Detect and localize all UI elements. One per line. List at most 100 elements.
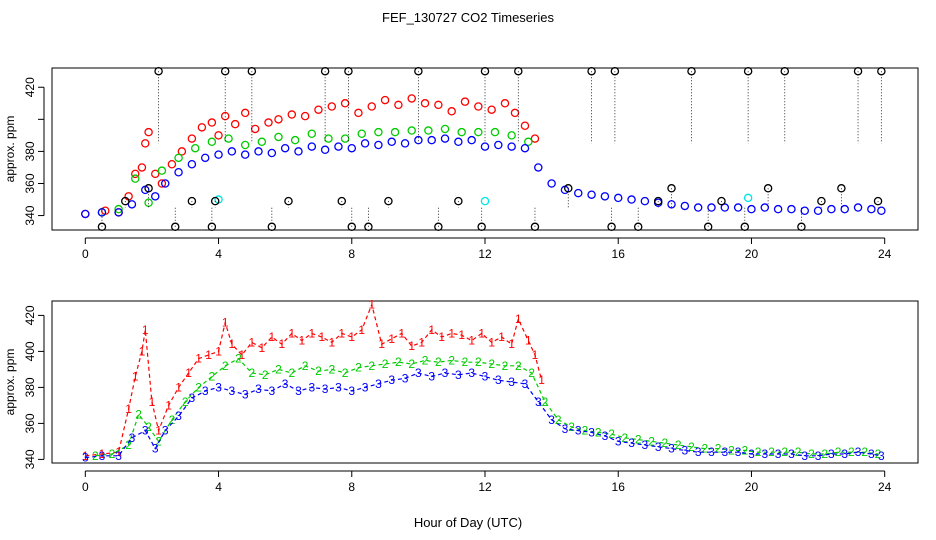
data-point-marker: 2 [555, 413, 562, 427]
data-point [474, 127, 483, 137]
data-point [151, 192, 160, 201]
x-tick-label: 4 [215, 480, 222, 494]
data-point [187, 196, 197, 206]
data-point [167, 159, 177, 169]
data-point-marker: 3 [801, 449, 808, 463]
data-point-marker: 3 [415, 366, 422, 380]
data-point-marker: 3 [735, 445, 742, 459]
data-point-marker: 3 [562, 422, 569, 436]
series-line [95, 357, 879, 457]
data-point [157, 166, 167, 175]
data-point-marker: 1 [448, 326, 455, 340]
data-point [254, 147, 263, 156]
data-point [264, 118, 273, 127]
data-point [320, 145, 330, 155]
data-point [174, 153, 183, 163]
data-point [773, 204, 783, 214]
data-point-marker: 2 [209, 370, 216, 384]
data-point [760, 203, 770, 212]
data-point-marker: 3 [129, 431, 136, 445]
data-point [340, 99, 350, 108]
data-point [440, 124, 450, 134]
data-point [400, 139, 410, 148]
data-point [347, 222, 357, 232]
data-point-marker: 2 [861, 445, 868, 459]
data-point [800, 206, 810, 216]
data-point [394, 100, 403, 110]
data-point [280, 143, 290, 153]
data-point [434, 222, 443, 232]
x-tick-label: 4 [215, 247, 222, 261]
data-point-marker: 1 [348, 330, 355, 344]
data-point [507, 131, 516, 140]
data-point [334, 142, 343, 151]
data-point-marker: 1 [125, 402, 132, 416]
data-point-marker: 1 [229, 337, 236, 351]
data-point-marker: 2 [875, 447, 882, 461]
data-point-marker: 3 [682, 443, 689, 457]
data-point [817, 196, 826, 206]
y-tick-label: 420 [23, 77, 37, 97]
data-point-marker: 2 [435, 355, 442, 369]
data-point [200, 153, 210, 163]
data-point [693, 203, 703, 212]
data-point-marker: 2 [395, 355, 402, 369]
data-point-marker: 1 [132, 370, 139, 384]
upper-co2-panel: 0 4 8 12 16 20 24 340 360 380 420 approx. ppm [3, 66, 919, 261]
data-point [250, 124, 260, 134]
data-point-marker: 2 [288, 366, 295, 380]
data-point [797, 222, 806, 232]
data-point [284, 196, 293, 206]
data-point [840, 204, 849, 214]
data-point-marker: 2 [408, 357, 415, 371]
data-point-marker: 2 [848, 445, 855, 459]
data-point-marker: 2 [515, 359, 522, 373]
data-point [587, 66, 596, 76]
data-point-marker: 2 [608, 427, 615, 441]
data-point-marker: 3 [642, 438, 649, 452]
data-point [427, 135, 436, 145]
data-point [187, 159, 197, 169]
data-point [440, 134, 450, 143]
data-point [314, 105, 323, 114]
data-point-marker: 1 [288, 326, 295, 340]
data-point-marker: 1 [215, 344, 222, 358]
data-point-marker: 2 [755, 445, 762, 459]
data-point-marker: 2 [741, 443, 748, 457]
data-point [274, 132, 283, 142]
x-tick-label: 24 [878, 247, 892, 261]
data-point [294, 147, 303, 156]
data-point [524, 137, 533, 147]
data-point [477, 222, 486, 232]
data-point-marker: 1 [142, 323, 149, 337]
data-point [480, 142, 490, 151]
data-point-marker: 2 [701, 442, 708, 456]
data-point-marker: 2 [222, 359, 229, 373]
data-point [160, 179, 170, 188]
data-point-marker: 3 [348, 384, 355, 398]
data-point [514, 66, 523, 76]
series-line [85, 372, 882, 459]
data-point [190, 143, 200, 153]
data-point-marker: 2 [781, 445, 788, 459]
data-point [380, 95, 390, 105]
data-point-marker: 2 [768, 445, 775, 459]
y-tick-label: 360 [23, 413, 37, 433]
data-point-marker: 3 [522, 377, 529, 391]
data-point [121, 196, 130, 206]
data-point [873, 196, 883, 206]
data-point-marker: 1 [408, 339, 415, 353]
data-point [853, 66, 863, 76]
data-point [154, 66, 163, 76]
data-point-marker: 3 [202, 384, 209, 398]
x-axis-label: Hour of Day (UTC) [414, 515, 522, 530]
data-point-marker: 2 [109, 447, 116, 461]
data-point [733, 203, 743, 212]
data-point-marker: 3 [721, 445, 728, 459]
data-point [610, 66, 620, 76]
data-point [494, 140, 503, 150]
data-point [613, 193, 623, 203]
